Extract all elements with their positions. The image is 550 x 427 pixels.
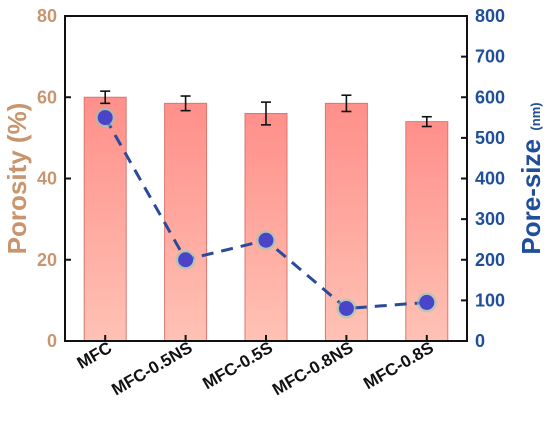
left-tick-label-2: 40	[37, 169, 57, 189]
y-axis-title-right: Pore-size (nm)	[516, 102, 546, 254]
right-tick-label-0: 0	[475, 331, 485, 351]
x-tick-label-1: MFC-0.5NS	[108, 338, 195, 399]
porosity-bar-0	[83, 96, 127, 342]
right-tick-label-2: 200	[475, 250, 505, 270]
right-tick-label-5: 500	[475, 128, 505, 148]
pore-size-marker-0	[97, 110, 113, 126]
right-tick-label-3: 300	[475, 209, 505, 229]
left-tick-label-1: 20	[37, 250, 57, 270]
left-tick-label-4: 80	[37, 6, 57, 26]
error-bar-3	[341, 94, 352, 113]
right-tick-label-4: 400	[475, 169, 505, 189]
error-bar-series	[100, 90, 432, 128]
pore-size-marker-4	[419, 294, 435, 310]
left-tick-label-3: 60	[37, 87, 57, 107]
right-tick-label-6: 600	[475, 87, 505, 107]
left-tick-label-0: 0	[47, 331, 57, 351]
y-axis-title-left: Porosity (%)	[2, 103, 32, 255]
bar-series	[83, 96, 449, 342]
x-tick-label-2: MFC-0.5S	[199, 338, 276, 393]
x-tick-label-4: MFC-0.8S	[360, 338, 437, 393]
error-bar-1	[180, 95, 191, 112]
y-axis-title-right-main: Pore-size	[516, 139, 546, 255]
pore-size-marker-2	[258, 232, 274, 248]
x-tick-label-0: MFC	[74, 338, 115, 373]
y-axis-title-right-unit: (nm)	[528, 102, 543, 130]
pore-size-marker-3	[338, 301, 354, 316]
error-bar-0	[100, 90, 111, 105]
error-bar-2	[261, 101, 271, 126]
right-tick-label-7: 700	[475, 47, 505, 67]
right-axis: 0 100 200 300 400 500 600 700 800	[461, 6, 505, 351]
error-bar-4	[421, 115, 432, 128]
right-tick-label-8: 800	[475, 6, 505, 26]
pore-size-marker-1	[178, 252, 194, 268]
porosity-bar-1	[164, 102, 208, 342]
pore-size-line-series	[95, 107, 437, 319]
right-tick-label-1: 100	[475, 290, 505, 310]
x-tick-label-3: MFC-0.8NS	[269, 338, 356, 399]
porosity-bar-2	[244, 113, 288, 342]
left-axis: 0 20 40 60 80	[37, 6, 71, 351]
